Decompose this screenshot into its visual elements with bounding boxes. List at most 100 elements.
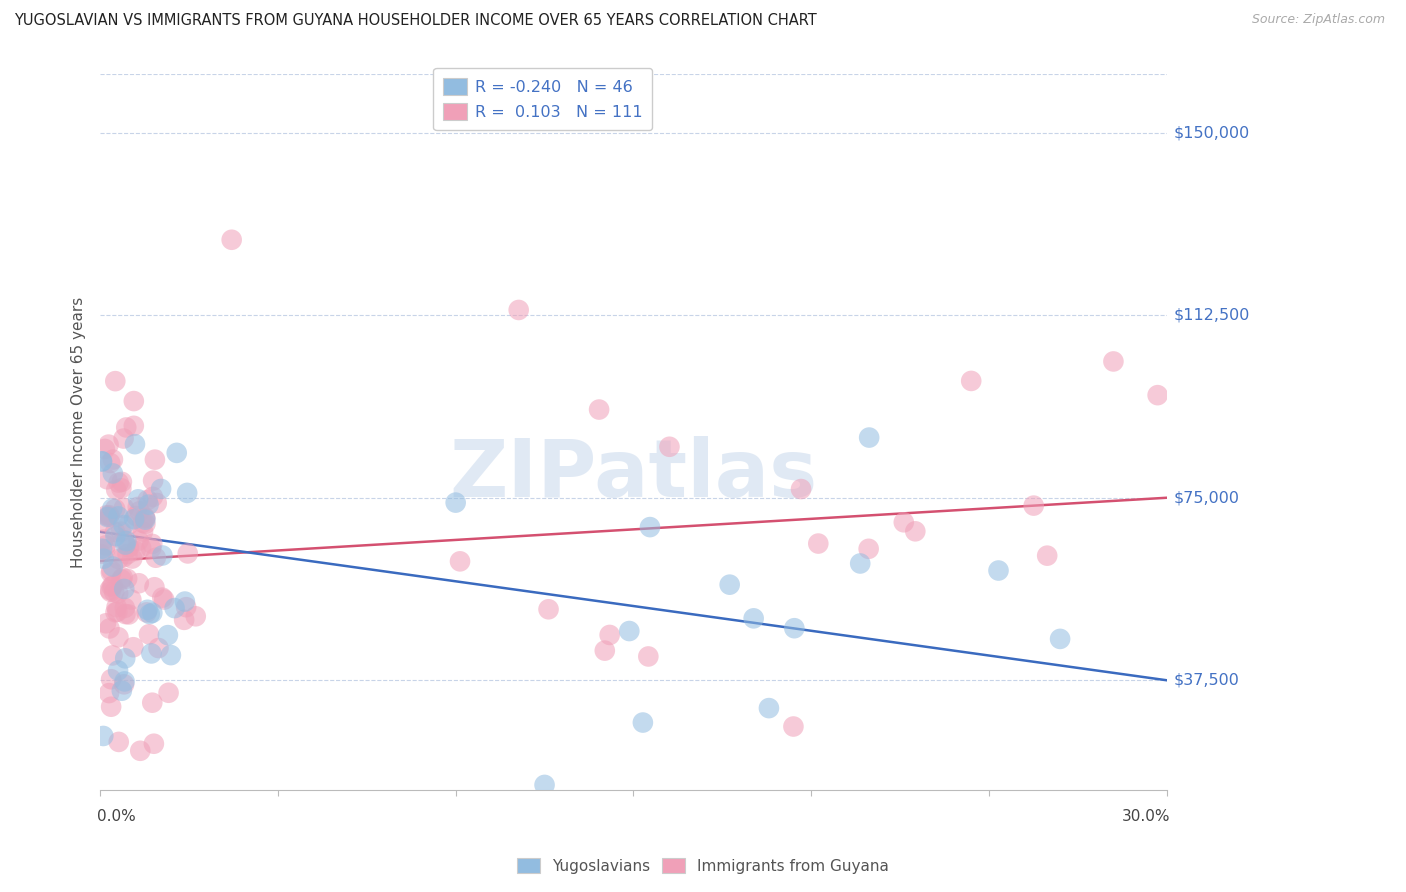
- Point: [508, 302, 530, 317]
- Point: [100, 699, 122, 714]
- Point: [176, 486, 198, 500]
- Text: 30.0%: 30.0%: [1122, 809, 1170, 824]
- Point: [141, 606, 163, 620]
- Point: [141, 696, 163, 710]
- Point: [100, 584, 122, 599]
- Text: 0.0%: 0.0%: [97, 809, 135, 824]
- Legend: R = -0.240   N = 46, R =  0.103   N = 111: R = -0.240 N = 46, R = 0.103 N = 111: [433, 68, 652, 130]
- Point: [758, 701, 780, 715]
- Point: [98, 508, 121, 523]
- Point: [156, 628, 179, 642]
- Point: [184, 609, 207, 624]
- Point: [114, 607, 136, 621]
- Point: [138, 498, 160, 512]
- Text: $75,000: $75,000: [1174, 491, 1240, 505]
- Point: [104, 605, 127, 619]
- Point: [93, 515, 115, 529]
- Point: [115, 420, 138, 434]
- Point: [98, 456, 121, 470]
- Point: [96, 472, 118, 486]
- Point: [904, 524, 927, 539]
- Point: [112, 501, 135, 516]
- Point: [449, 554, 471, 568]
- Point: [107, 552, 129, 566]
- Point: [115, 534, 138, 549]
- Point: [987, 564, 1010, 578]
- Point: [893, 516, 915, 530]
- Point: [127, 500, 149, 514]
- Point: [134, 516, 156, 531]
- Point: [619, 624, 641, 638]
- Point: [637, 649, 659, 664]
- Point: [112, 582, 135, 596]
- Point: [142, 474, 165, 488]
- Point: [153, 592, 176, 607]
- Point: [117, 547, 139, 561]
- Point: [117, 518, 139, 533]
- Point: [134, 511, 156, 525]
- Point: [101, 467, 124, 481]
- Point: [118, 541, 141, 555]
- Point: [105, 600, 128, 615]
- Point: [91, 729, 114, 743]
- Point: [783, 621, 806, 635]
- Point: [94, 542, 117, 557]
- Point: [112, 533, 135, 548]
- Point: [160, 648, 183, 662]
- Point: [1022, 499, 1045, 513]
- Point: [120, 592, 142, 607]
- Point: [960, 374, 983, 388]
- Point: [101, 501, 124, 516]
- Point: [134, 510, 156, 524]
- Point: [782, 719, 804, 733]
- Point: [93, 551, 115, 566]
- Point: [588, 402, 610, 417]
- Point: [790, 482, 813, 496]
- Point: [104, 374, 127, 388]
- Point: [114, 600, 136, 615]
- Point: [105, 483, 128, 497]
- Point: [143, 452, 166, 467]
- Point: [107, 586, 129, 600]
- Y-axis label: Householder Income Over 65 years: Householder Income Over 65 years: [72, 296, 86, 567]
- Point: [173, 594, 195, 608]
- Point: [98, 622, 121, 636]
- Point: [112, 677, 135, 691]
- Point: [98, 582, 121, 597]
- Point: [858, 541, 880, 556]
- Point: [148, 640, 170, 655]
- Point: [150, 482, 173, 496]
- Point: [142, 737, 165, 751]
- Point: [105, 605, 128, 619]
- Point: [94, 616, 117, 631]
- Point: [107, 664, 129, 678]
- Point: [107, 475, 129, 490]
- Point: [97, 437, 120, 451]
- Point: [121, 551, 143, 566]
- Point: [112, 550, 135, 565]
- Point: [849, 557, 872, 571]
- Point: [104, 529, 127, 543]
- Point: [100, 564, 122, 578]
- Point: [112, 432, 135, 446]
- Point: [858, 431, 880, 445]
- Point: [93, 533, 115, 547]
- Text: YUGOSLAVIAN VS IMMIGRANTS FROM GUYANA HOUSEHOLDER INCOME OVER 65 YEARS CORRELATI: YUGOSLAVIAN VS IMMIGRANTS FROM GUYANA HO…: [14, 13, 817, 29]
- Point: [122, 394, 145, 409]
- Point: [141, 537, 163, 551]
- Point: [638, 520, 661, 534]
- Point: [135, 606, 157, 620]
- Point: [163, 601, 186, 615]
- Point: [100, 672, 122, 686]
- Point: [1102, 354, 1125, 368]
- Point: [138, 607, 160, 621]
- Point: [444, 495, 467, 509]
- Text: $37,500: $37,500: [1174, 673, 1240, 688]
- Point: [101, 452, 124, 467]
- Point: [150, 591, 173, 605]
- Point: [114, 651, 136, 665]
- Point: [132, 524, 155, 539]
- Point: [742, 611, 765, 625]
- Point: [128, 576, 150, 591]
- Point: [90, 454, 112, 468]
